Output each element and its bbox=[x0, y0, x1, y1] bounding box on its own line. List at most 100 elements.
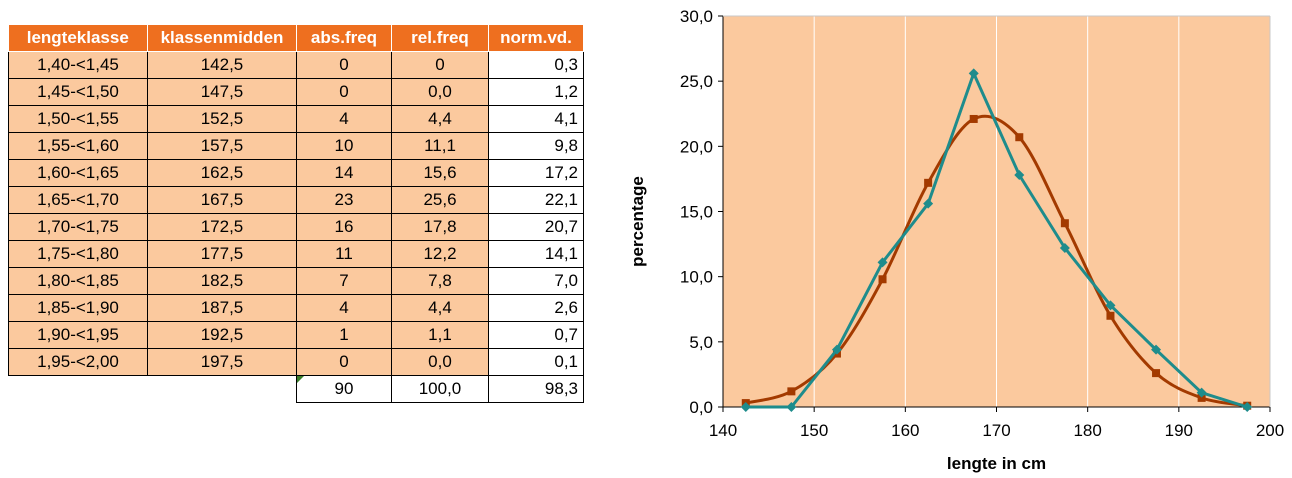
cell-norm-vd: 20,7 bbox=[488, 213, 584, 241]
frequency-chart: 140 150 160 170 180 190 200 0,0 5,0 10,0 15,0 20,0 2… bbox=[628, 7, 1284, 473]
table-row: 1,85-<1,90 187,5 4 4,4 2,6 bbox=[8, 294, 584, 322]
table-header-row: lengteklasse klassenmidden abs.freq rel.… bbox=[8, 25, 584, 52]
cell-rel-freq: 0,0 bbox=[391, 348, 489, 376]
table-row: 1,55-<1,60 157,5 10 11,1 9,8 bbox=[8, 132, 584, 160]
y-tick-label: 10,0 bbox=[680, 268, 713, 287]
square-marker bbox=[787, 387, 796, 396]
cell-klassenmidden: 167,5 bbox=[147, 186, 297, 214]
x-tick-label: 160 bbox=[891, 421, 919, 440]
cell-abs-freq: 0 bbox=[296, 78, 392, 106]
diamond-marker bbox=[1151, 344, 1162, 355]
diamond-marker bbox=[1196, 387, 1207, 398]
total-rel-freq: 100,0 bbox=[391, 375, 489, 403]
diamond-marker bbox=[1059, 242, 1070, 253]
cell-norm-vd: 2,6 bbox=[488, 294, 584, 322]
cell-rel-freq: 15,6 bbox=[391, 159, 489, 187]
x-axis-title: lengte in cm bbox=[947, 454, 1046, 473]
cell-lengteklasse: 1,70-<1,75 bbox=[8, 213, 148, 241]
cell-rel-freq: 4,4 bbox=[391, 294, 489, 322]
x-tick-label: 140 bbox=[709, 421, 737, 440]
cell-lengteklasse: 1,45-<1,50 bbox=[8, 78, 148, 106]
table-body: 1,40-<1,45 142,5 0 0 0,3 1,45-<1,50 147,5 0 0,0 1… bbox=[8, 51, 584, 403]
x-tick-label: 170 bbox=[982, 421, 1010, 440]
square-marker bbox=[1152, 369, 1161, 378]
cell-rel-freq: 0,0 bbox=[391, 78, 489, 106]
cell-klassenmidden: 147,5 bbox=[147, 78, 297, 106]
x-tick-label: 150 bbox=[800, 421, 828, 440]
header-rel-freq: rel.freq bbox=[391, 25, 489, 52]
header-klassenmidden: klassenmidden bbox=[147, 25, 297, 52]
cell-abs-freq: 0 bbox=[296, 348, 392, 376]
cell-lengteklasse: 1,60-<1,65 bbox=[8, 159, 148, 187]
cell-abs-freq: 0 bbox=[296, 51, 392, 79]
table-row: 1,70-<1,75 172,5 16 17,8 20,7 bbox=[8, 213, 584, 241]
table-row: 1,95-<2,00 197,5 0 0,0 0,1 bbox=[8, 348, 584, 376]
cell-rel-freq: 0 bbox=[391, 51, 489, 79]
cell-rel-freq: 11,1 bbox=[391, 132, 489, 160]
cell-klassenmidden: 157,5 bbox=[147, 132, 297, 160]
y-tick-label: 20,0 bbox=[680, 137, 713, 156]
diamond-marker bbox=[1242, 402, 1253, 412]
cell-norm-vd: 0,7 bbox=[488, 321, 584, 349]
table-row: 1,75-<1,80 177,5 11 12,2 14,1 bbox=[8, 240, 584, 268]
cell-norm-vd: 4,1 bbox=[488, 105, 584, 133]
diamond-marker bbox=[877, 257, 888, 268]
table-row: 1,60-<1,65 162,5 14 15,6 17,2 bbox=[8, 159, 584, 187]
x-tick-label: 190 bbox=[1165, 421, 1193, 440]
cell-norm-vd: 22,1 bbox=[488, 186, 584, 214]
totals-spacer bbox=[9, 376, 297, 403]
cell-klassenmidden: 162,5 bbox=[147, 159, 297, 187]
table-row: 1,80-<1,85 182,5 7 7,8 7,0 bbox=[8, 267, 584, 295]
y-tick-label: 15,0 bbox=[680, 203, 713, 222]
cell-klassenmidden: 182,5 bbox=[147, 267, 297, 295]
cell-norm-vd: 9,8 bbox=[488, 132, 584, 160]
cell-norm-vd: 17,2 bbox=[488, 159, 584, 187]
comment-indicator-icon bbox=[297, 376, 304, 383]
y-axis-title: percentage bbox=[628, 176, 647, 267]
cell-norm-vd: 1,2 bbox=[488, 78, 584, 106]
cell-abs-freq: 10 bbox=[296, 132, 392, 160]
cell-lengteklasse: 1,90-<1,95 bbox=[8, 321, 148, 349]
diamond-marker bbox=[831, 344, 842, 355]
cell-klassenmidden: 142,5 bbox=[147, 51, 297, 79]
x-tick-label: 180 bbox=[1073, 421, 1101, 440]
diamond-marker bbox=[968, 68, 979, 79]
x-tick-label: 200 bbox=[1256, 421, 1284, 440]
square-marker bbox=[878, 275, 887, 284]
cell-abs-freq: 11 bbox=[296, 240, 392, 268]
square-marker bbox=[1106, 311, 1115, 320]
cell-rel-freq: 12,2 bbox=[391, 240, 489, 268]
total-norm-vd: 98,3 bbox=[488, 375, 584, 403]
cell-abs-freq: 7 bbox=[296, 267, 392, 295]
cell-klassenmidden: 197,5 bbox=[147, 348, 297, 376]
cell-lengteklasse: 1,85-<1,90 bbox=[8, 294, 148, 322]
cell-norm-vd: 14,1 bbox=[488, 240, 584, 268]
header-lengteklasse: lengteklasse bbox=[8, 25, 148, 52]
y-tick-label: 5,0 bbox=[689, 333, 713, 352]
cell-abs-freq: 4 bbox=[296, 294, 392, 322]
table-row: 1,90-<1,95 192,5 1 1,1 0,7 bbox=[8, 321, 584, 349]
total-abs-value: 90 bbox=[334, 379, 354, 398]
table-row: 1,40-<1,45 142,5 0 0 0,3 bbox=[8, 51, 584, 79]
square-marker bbox=[1197, 393, 1206, 402]
cell-norm-vd: 7,0 bbox=[488, 267, 584, 295]
diamond-marker bbox=[1014, 170, 1025, 181]
cell-klassenmidden: 177,5 bbox=[147, 240, 297, 268]
cell-klassenmidden: 187,5 bbox=[147, 294, 297, 322]
cell-rel-freq: 17,8 bbox=[391, 213, 489, 241]
diamond-marker bbox=[740, 402, 751, 412]
table-row: 1,45-<1,50 147,5 0 0,0 1,2 bbox=[8, 78, 584, 106]
cell-abs-freq: 4 bbox=[296, 105, 392, 133]
cell-lengteklasse: 1,75-<1,80 bbox=[8, 240, 148, 268]
square-marker bbox=[1015, 133, 1024, 142]
cell-lengteklasse: 1,55-<1,60 bbox=[8, 132, 148, 160]
cell-klassenmidden: 152,5 bbox=[147, 105, 297, 133]
header-norm-vd: norm.vd. bbox=[488, 25, 584, 52]
cell-rel-freq: 7,8 bbox=[391, 267, 489, 295]
header-abs-freq: abs.freq bbox=[296, 25, 392, 52]
cell-abs-freq: 14 bbox=[296, 159, 392, 187]
cell-norm-vd: 0,3 bbox=[488, 51, 584, 79]
cell-klassenmidden: 192,5 bbox=[147, 321, 297, 349]
diamond-marker bbox=[923, 198, 934, 209]
y-tick-label: 0,0 bbox=[689, 398, 713, 417]
